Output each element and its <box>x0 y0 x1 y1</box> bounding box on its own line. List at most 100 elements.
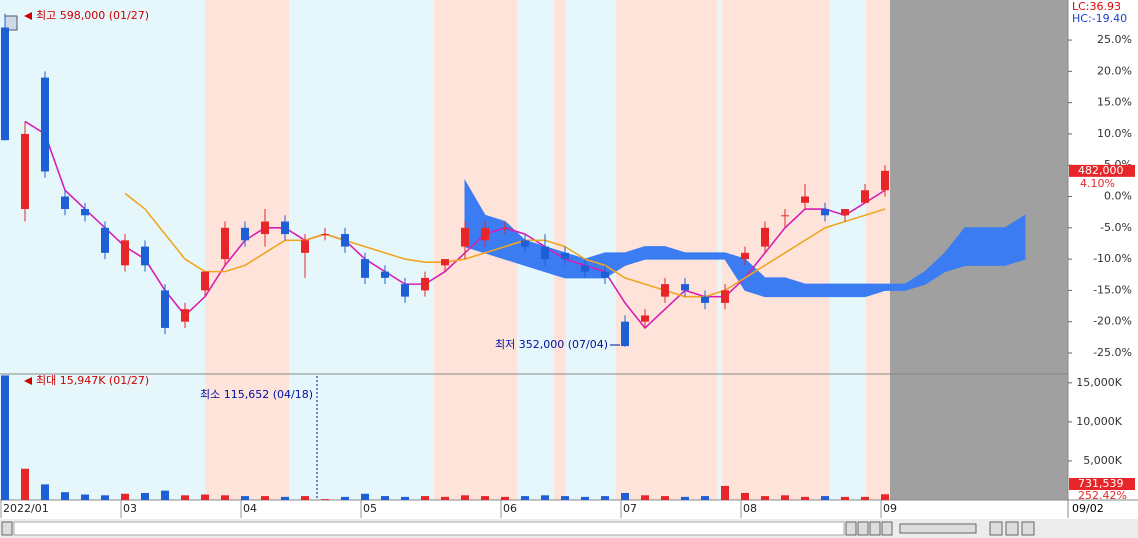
volume-bar <box>1 375 9 500</box>
volume-bar <box>61 492 69 500</box>
current-date: 09/02 <box>1072 502 1104 515</box>
stop[interactable] <box>869 521 881 536</box>
last-change: 4.10% <box>1080 177 1115 190</box>
candle-body <box>681 284 689 291</box>
scroll-left[interactable] <box>1 521 13 536</box>
candle-body <box>781 215 789 217</box>
volume-bar <box>521 496 529 500</box>
band <box>722 0 830 500</box>
zoom-slider[interactable] <box>899 523 977 534</box>
candle-body <box>881 170 889 191</box>
x-tick-label: 04 <box>243 502 257 515</box>
candle-body <box>81 209 89 216</box>
zoom-out[interactable] <box>1005 521 1019 536</box>
band <box>205 0 289 500</box>
volume-bar <box>321 499 329 500</box>
candle-body <box>601 271 609 278</box>
volume-bar <box>141 492 149 500</box>
volume-bar <box>601 496 609 500</box>
lc-label: LC:36.93 <box>1072 0 1121 13</box>
y-tick-label: -10.0% <box>1093 252 1132 265</box>
y-tick-label: 20.0% <box>1097 64 1132 77</box>
volume-bar <box>421 496 429 500</box>
candle-body <box>701 296 709 303</box>
last-price-box <box>1069 164 1135 177</box>
option[interactable] <box>1021 521 1035 536</box>
candle-body <box>141 246 149 266</box>
candle-body <box>561 252 569 260</box>
x-tick-label: 06 <box>503 502 517 515</box>
candle-body <box>661 284 669 297</box>
candle-body <box>41 77 49 172</box>
volume-bar <box>221 495 229 500</box>
volume-bar <box>841 496 849 500</box>
candle-body <box>321 234 329 236</box>
candle-body <box>481 227 489 241</box>
moving-average <box>124 192 886 298</box>
zoom-in[interactable] <box>989 521 1003 536</box>
max-arrow <box>24 12 32 20</box>
candle-body <box>581 265 589 272</box>
candle-body <box>341 234 349 247</box>
candle-body <box>721 290 729 303</box>
candle-body <box>161 290 169 328</box>
candle-body <box>1 27 9 141</box>
candle-body <box>201 271 209 291</box>
volume-bar <box>401 496 409 500</box>
candle-body <box>181 309 189 322</box>
band <box>554 0 566 500</box>
volume-bar <box>241 496 249 500</box>
candle-body <box>641 315 649 322</box>
volume-bar <box>741 492 749 500</box>
y-tick-label: -25.0% <box>1093 346 1132 359</box>
candle-body <box>221 227 229 260</box>
y-tick-label: -20.0% <box>1093 315 1132 328</box>
scrollbar[interactable] <box>13 521 845 536</box>
volume-bar <box>781 495 789 500</box>
candle-body <box>501 227 509 229</box>
last[interactable] <box>881 521 893 536</box>
candle-body <box>821 209 829 216</box>
y-tick-label: 25.0% <box>1097 33 1132 46</box>
candle-body <box>441 259 449 266</box>
volume-bar <box>581 496 589 500</box>
x-tick-label: 07 <box>623 502 637 515</box>
x-tick-label: 03 <box>123 502 137 515</box>
min-volume-label: 최소 115,652 (04/18) <box>200 388 313 401</box>
x-tick-label: 08 <box>743 502 757 515</box>
max-volume-label: 최대 15,947K (01/27) <box>36 374 149 387</box>
y-tick-label: 5,000K <box>1083 454 1122 467</box>
hc-label: HC:-19.40 <box>1072 12 1127 25</box>
volume-bar <box>701 496 709 500</box>
volume-bar <box>681 496 689 500</box>
max-arrow <box>24 377 32 385</box>
volume-bar <box>801 496 809 500</box>
volume-bar <box>281 496 289 500</box>
volume-bar <box>101 495 109 500</box>
candle-body <box>121 240 129 266</box>
y-tick-label: -5.0% <box>1100 221 1132 234</box>
volume-bar <box>441 496 449 500</box>
volume-bar <box>341 496 349 500</box>
first[interactable] <box>857 521 869 536</box>
y-tick-label: 15.0% <box>1097 96 1132 109</box>
volume-bar <box>501 496 509 500</box>
volume-bar <box>181 495 189 500</box>
y-tick-label: 10,000K <box>1076 415 1122 428</box>
candle-body <box>801 196 809 203</box>
candle-body <box>61 196 69 210</box>
candle-body <box>861 190 869 203</box>
candle-body <box>261 221 269 235</box>
scroll-right[interactable] <box>845 521 857 536</box>
y-tick-label: -15.0% <box>1093 283 1132 296</box>
candle-body <box>761 227 769 247</box>
candle-body <box>401 284 409 297</box>
x-tick-label: 05 <box>363 502 377 515</box>
candle-body <box>381 271 389 278</box>
volume-bar <box>541 495 549 500</box>
x-tick-label: 09 <box>883 502 897 515</box>
y-tick-label: 15,000K <box>1076 376 1122 389</box>
volume-bar <box>161 490 169 500</box>
candle-body <box>461 227 469 247</box>
